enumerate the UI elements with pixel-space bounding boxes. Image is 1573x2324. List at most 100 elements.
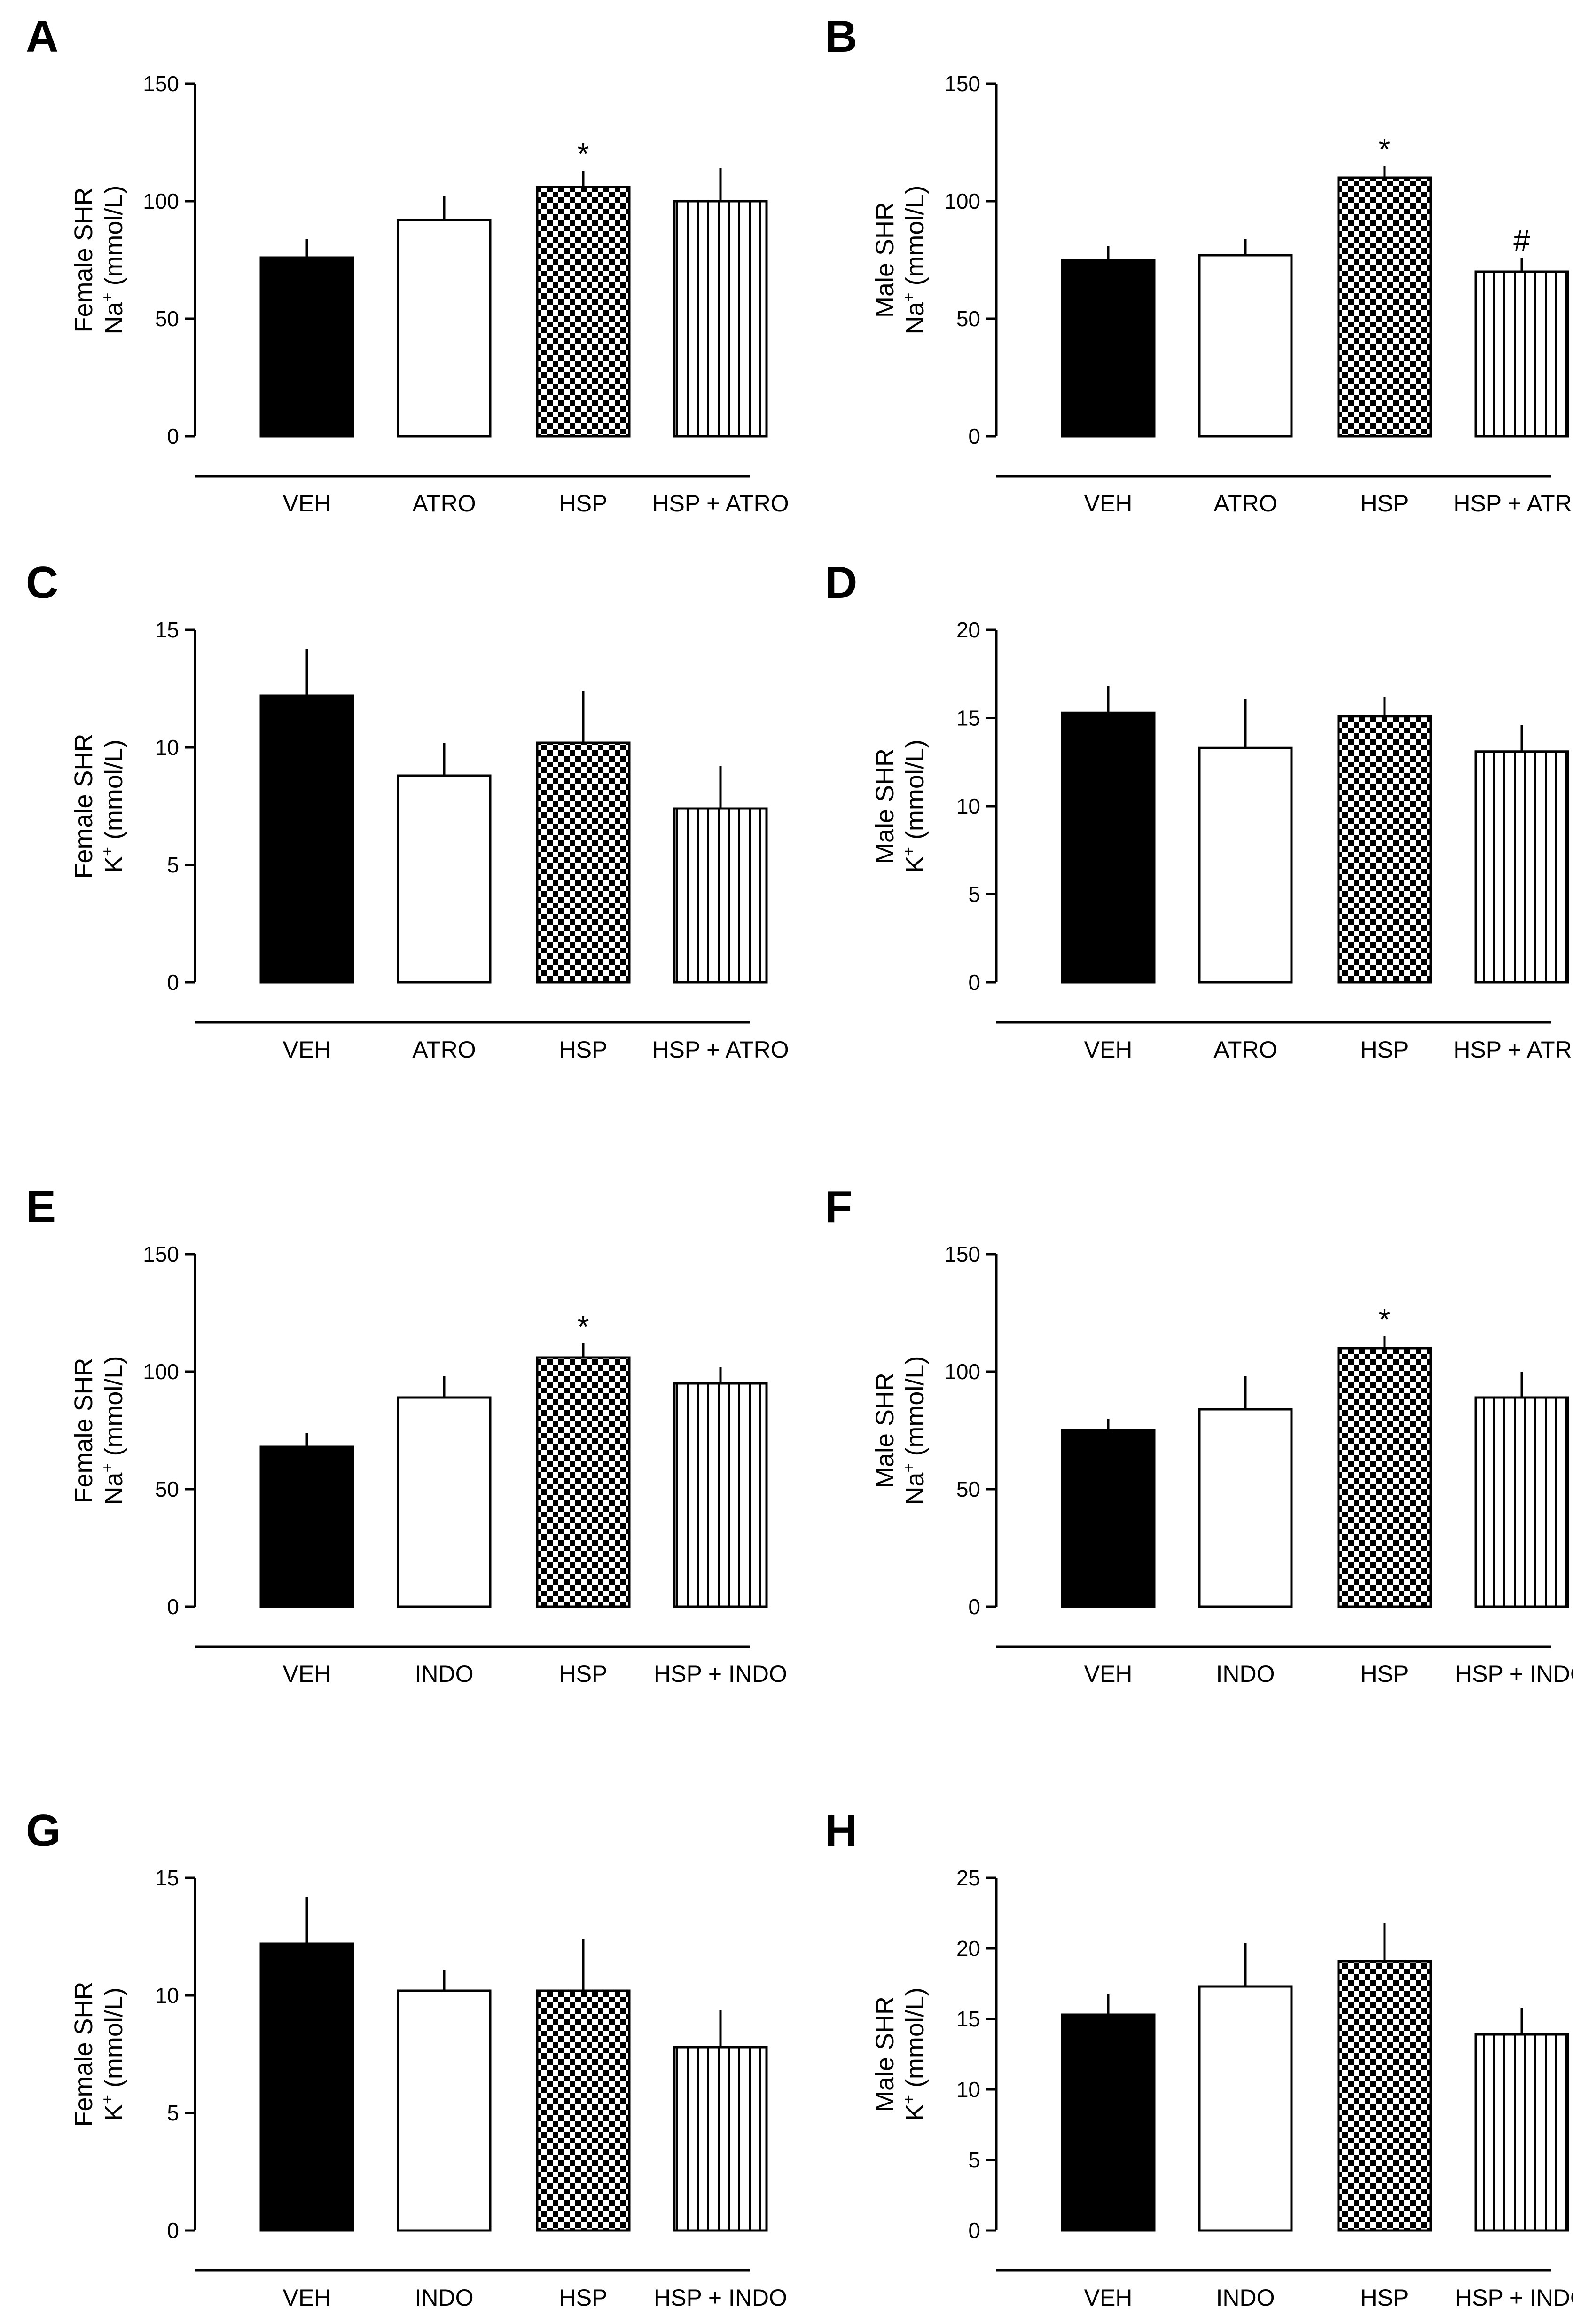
y-tick-label: 15 (956, 2007, 980, 2031)
bar-indo (397, 1396, 492, 1608)
y-tick-label: 15 (956, 706, 980, 730)
category-label: HSP + INDO (654, 1661, 787, 1687)
y-axis-label: Male SHRK+ (mmol/L) (871, 739, 929, 873)
category-label: ATRO (412, 1036, 476, 1063)
y-axis-label-unit: (mmol/L) (901, 739, 929, 847)
bar-hsp (1337, 715, 1432, 984)
y-tick-label: 10 (155, 735, 179, 760)
bar-veh (1061, 259, 1156, 438)
y-tick-label: 50 (155, 306, 179, 331)
chart-panel-g: G 0 5 10 15 Female SHRK+ (mmol/L) VEH INDO HSP HS… (26, 1806, 787, 2311)
y-axis-label-ion: Na (901, 301, 929, 334)
significance-marker: * (578, 1310, 589, 1343)
bar-hsp-indo (673, 2046, 768, 2232)
y-tick-label: 0 (968, 970, 980, 995)
y-axis-label-ion: Na (100, 1472, 128, 1505)
category-label: INDO (415, 1661, 474, 1687)
category-label: VEH (1084, 2285, 1133, 2311)
y-axis-label-unit: (mmol/L) (100, 1356, 128, 1463)
category-label: VEH (283, 1036, 331, 1063)
chart-panel-c: C 0 5 10 15 Female SHRK+ (mmol/L) VEH ATRO HSP HS… (26, 557, 789, 1063)
y-axis-label-superscript: + (99, 1463, 117, 1473)
category-label: HSP + INDO (654, 2285, 787, 2311)
bar-hsp (536, 1356, 631, 1608)
significance-marker: # (1513, 224, 1530, 258)
panel-letter: F (825, 1182, 853, 1232)
bar-hsp (1337, 176, 1432, 438)
category-label: HSP + INDO (1455, 2285, 1573, 2311)
y-tick-label: 50 (155, 1477, 179, 1501)
bar-veh (259, 1942, 354, 2232)
category-label: INDO (415, 2285, 474, 2311)
y-tick-label: 5 (968, 882, 980, 907)
y-tick-label: 150 (944, 1242, 980, 1266)
y-axis-label: Female SHRNa+ (mmol/L) (70, 1356, 128, 1505)
y-axis-label: Female SHRNa+ (mmol/L) (70, 186, 128, 335)
y-axis-label-superscript: + (900, 847, 918, 856)
y-tick-label: 50 (956, 1477, 980, 1501)
category-label: VEH (1084, 490, 1133, 517)
y-axis-label-ion: K (100, 2104, 128, 2121)
y-tick-label: 0 (968, 1594, 980, 1619)
bar-hsp-atro (673, 200, 768, 438)
panel-letter: D (825, 557, 857, 608)
y-tick-label: 0 (968, 2218, 980, 2243)
bar-veh (259, 694, 354, 984)
bar-hsp-atro (1474, 750, 1569, 984)
y-tick-label: 150 (944, 71, 980, 96)
y-tick-label: 20 (956, 618, 980, 642)
category-label: HSP + ATRO (1453, 1036, 1573, 1063)
panel-letter: E (26, 1182, 56, 1232)
category-label: HSP (1361, 1661, 1409, 1687)
y-axis-label-unit: (mmol/L) (901, 1987, 929, 2095)
category-label: HSP (1361, 1036, 1409, 1063)
category-label: HSP + INDO (1455, 1661, 1573, 1687)
category-label: VEH (283, 1661, 331, 1687)
y-tick-label: 150 (143, 1242, 179, 1266)
y-tick-label: 0 (167, 2218, 179, 2243)
y-axis-label-superscript: + (99, 847, 117, 856)
y-tick-label: 5 (968, 2148, 980, 2172)
bar-veh (1061, 1429, 1156, 1608)
bar-atro (1198, 254, 1293, 438)
y-axis-label: Female SHRK+ (mmol/L) (70, 1981, 128, 2127)
y-axis-label-superscript: + (99, 293, 117, 302)
bar-indo (1198, 1408, 1293, 1608)
y-tick-label: 150 (143, 71, 179, 96)
y-axis-label-superscript: + (99, 2095, 117, 2104)
category-label: VEH (1084, 1036, 1133, 1063)
y-tick-label: 15 (155, 1866, 179, 1890)
bar-hsp-indo (673, 1382, 768, 1608)
y-axis-label-line1: Female SHR (70, 1981, 98, 2127)
bar-indo (397, 1989, 492, 2232)
category-label: INDO (1216, 1661, 1275, 1687)
chart-panel-b: B 0 50 100 150 Male SHRNa+ (mmol/L) VEH ATRO * HS… (825, 11, 1573, 517)
y-axis-label: Male SHRK+ (mmol/L) (871, 1987, 929, 2121)
y-axis-label-line1: Male SHR (871, 748, 899, 864)
y-tick-label: 0 (968, 424, 980, 448)
category-label: HSP + ATRO (652, 490, 789, 517)
bar-hsp-indo (1474, 1396, 1569, 1608)
y-axis-label-line1: Female SHR (70, 1358, 98, 1503)
y-axis-label-unit: (mmol/L) (901, 186, 929, 293)
category-label: ATRO (412, 490, 476, 517)
bar-hsp (1337, 1960, 1432, 2232)
bar-veh (259, 1445, 354, 1608)
y-tick-label: 0 (167, 970, 179, 995)
category-label: VEH (1084, 1661, 1133, 1687)
category-label: VEH (283, 2285, 331, 2311)
panel-letter: C (26, 557, 58, 608)
y-tick-label: 5 (167, 2101, 179, 2125)
category-label: HSP (1361, 2285, 1409, 2311)
bar-hsp (536, 186, 631, 438)
y-axis-label-unit: (mmol/L) (100, 739, 128, 847)
y-tick-label: 0 (167, 424, 179, 448)
y-axis-label-line1: Female SHR (70, 187, 98, 332)
category-label: HSP + ATRO (1453, 490, 1573, 517)
category-label: HSP + ATRO (652, 1036, 789, 1063)
bar-atro (1198, 746, 1293, 984)
y-tick-label: 0 (167, 1594, 179, 1619)
y-axis-label-ion: Na (901, 1472, 929, 1505)
bar-indo (1198, 1985, 1293, 2232)
chart-panel-e: E 0 50 100 150 Female SHRNa+ (mmol/L) VEH INDO *… (26, 1182, 787, 1687)
